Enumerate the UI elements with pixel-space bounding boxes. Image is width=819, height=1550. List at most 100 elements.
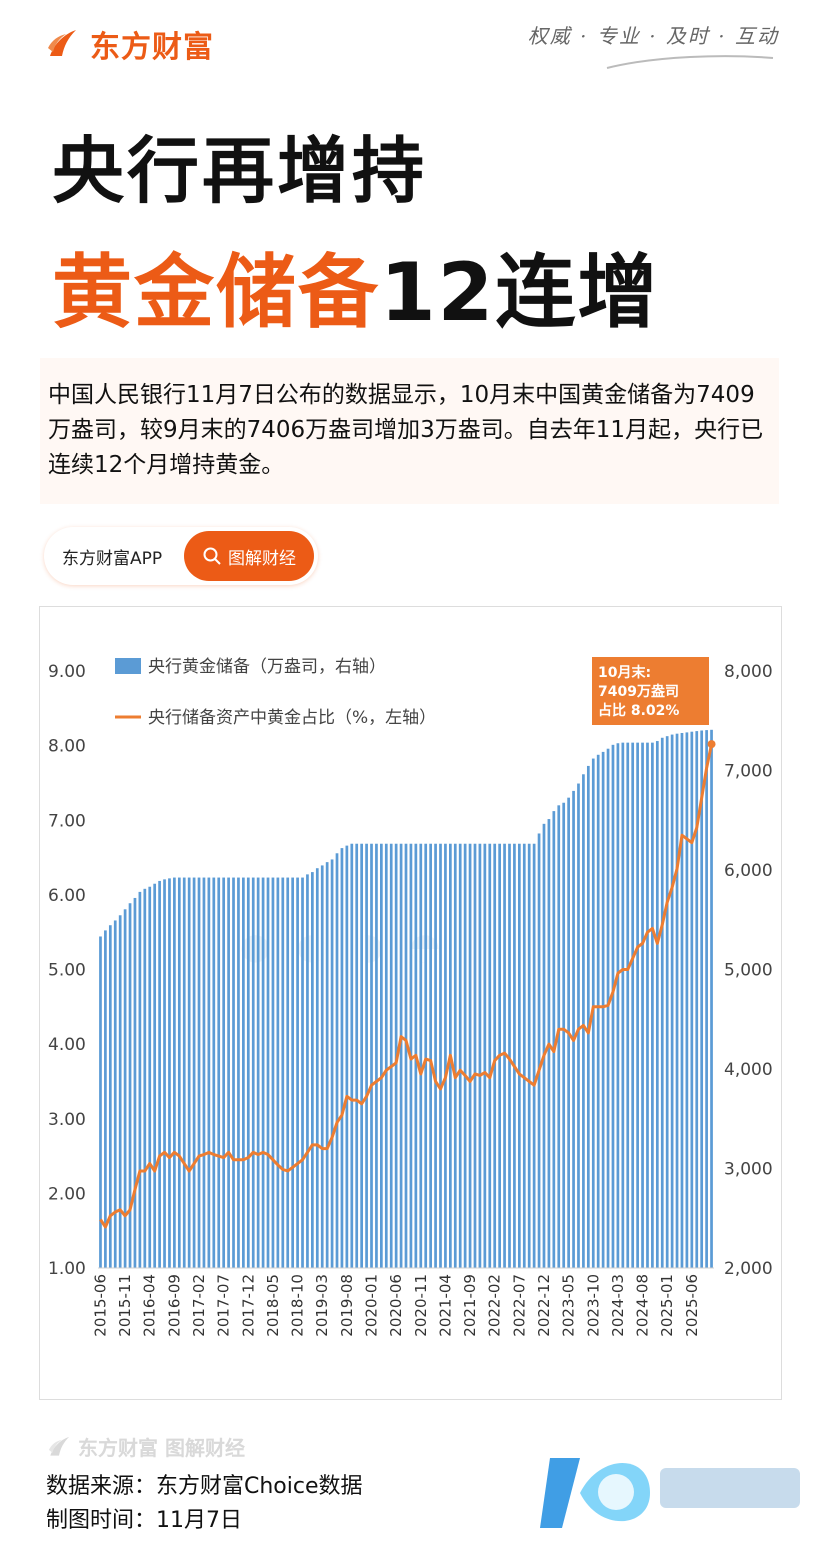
callout-line: 7409万盎司 xyxy=(598,683,679,700)
reserve-bar xyxy=(99,936,102,1268)
reserve-bar xyxy=(453,843,457,1268)
callout-line: 10月末: xyxy=(598,664,651,681)
reserve-bar xyxy=(271,877,275,1268)
reserve-bar xyxy=(296,877,299,1268)
reserve-bar xyxy=(705,730,708,1268)
graphic-finance-label: 图解财经 xyxy=(228,548,296,569)
reserve-bar xyxy=(113,920,117,1268)
reserve-bar xyxy=(177,877,181,1268)
reserve-bar xyxy=(153,883,157,1268)
reserve-bar xyxy=(660,737,664,1268)
reserve-bar xyxy=(340,848,344,1268)
reserve-bar xyxy=(532,843,536,1268)
gold-reserve-chart: ● ◐ ◑ ◓ 1.00 2.00 3.00 4.00 5.00 6.00 7.00 8.00… xyxy=(48,657,773,1337)
x-tick-label: 2020-01 xyxy=(363,1274,381,1337)
reserve-bar xyxy=(473,843,477,1268)
reserve-bar xyxy=(665,736,669,1268)
x-tick-label: 2022-07 xyxy=(510,1274,528,1337)
reserve-bar xyxy=(320,865,324,1268)
reserve-bar xyxy=(439,843,442,1268)
reserve-bar xyxy=(355,843,359,1268)
reserve-bar xyxy=(389,843,393,1268)
reserve-bar xyxy=(562,802,566,1268)
legend-bar-swatch xyxy=(115,658,141,674)
brand-flame-icon xyxy=(48,30,76,56)
reserve-bar xyxy=(222,877,226,1268)
left-tick-label: 4.00 xyxy=(48,1035,86,1055)
reserve-bar xyxy=(557,805,561,1268)
reserve-bar xyxy=(266,877,270,1268)
reserve-bar xyxy=(212,877,216,1268)
reserve-bar xyxy=(582,774,585,1268)
summary-text: 中国人民银行11月7日公布的数据显示，10月末中国黄金储备为7409万盎司，较9… xyxy=(40,358,779,504)
reserve-bar xyxy=(429,843,432,1268)
reserve-bar xyxy=(325,862,329,1268)
footer-flame-icon xyxy=(48,1436,70,1456)
reserve-bar xyxy=(148,886,152,1268)
callout-text: 10月末: 7409万盎司占比 8.02% xyxy=(598,664,679,719)
reserve-bar xyxy=(680,732,684,1268)
left-axis: 1.00 2.00 3.00 4.00 5.00 6.00 7.00 8.00 9.00 xyxy=(48,662,86,1279)
right-tick-label: 5,000 xyxy=(724,961,773,981)
reserve-bar xyxy=(444,843,447,1268)
x-tick-label: 2018-05 xyxy=(264,1274,282,1337)
reserve-bar xyxy=(118,915,122,1268)
reserve-bar xyxy=(503,843,506,1268)
legend-bar-label: 央行黄金储备（万盎司，右轴） xyxy=(148,657,386,677)
headline-line-1: 央行再增持 xyxy=(52,129,428,213)
left-tick-label: 3.00 xyxy=(48,1110,86,1130)
callout-box xyxy=(592,657,709,725)
reserve-bar xyxy=(577,783,580,1268)
reserve-bar xyxy=(552,811,556,1268)
reserve-bar xyxy=(246,877,250,1268)
reserve-bar xyxy=(542,823,546,1268)
reserve-bars xyxy=(99,729,713,1268)
x-tick-label: 2023-05 xyxy=(560,1274,578,1337)
reserve-bar xyxy=(616,743,620,1268)
reserve-bar xyxy=(641,742,644,1268)
x-tick-label: 2019-03 xyxy=(313,1274,331,1337)
left-tick-label: 1.00 xyxy=(48,1259,86,1279)
reserve-bar xyxy=(690,731,694,1268)
reserve-bar xyxy=(306,874,309,1268)
svg-text:● ◐ ◑ ◓: ● ◐ ◑ ◓ xyxy=(236,909,444,981)
reserve-bar xyxy=(710,729,713,1268)
reserve-bar xyxy=(380,843,383,1268)
reserve-bar xyxy=(463,843,467,1268)
x-tick-label: 2025-06 xyxy=(683,1274,701,1337)
reserve-bar xyxy=(370,843,373,1268)
headline-highlight: 黄金储备 xyxy=(52,246,380,339)
reserve-bar xyxy=(631,742,635,1268)
reserve-bar xyxy=(207,877,211,1268)
reserve-bar xyxy=(513,843,516,1268)
reserve-bar xyxy=(651,742,654,1268)
x-tick-label: 2017-07 xyxy=(215,1274,233,1337)
reserve-bar xyxy=(301,877,304,1268)
slogan: 权威 · 专业 · 及时 · 互动 xyxy=(527,24,779,48)
left-tick-label: 5.00 xyxy=(48,961,86,981)
reserve-bar xyxy=(163,879,166,1268)
reserve-bar xyxy=(335,853,339,1268)
x-tick-label: 2022-02 xyxy=(486,1274,504,1337)
reserve-bar xyxy=(360,843,363,1268)
footer-logo: 东方财富 图解财经 xyxy=(46,1432,245,1461)
chart-panel: ● ◐ ◑ ◓ 1.00 2.00 3.00 4.00 5.00 6.00 7.00 8.00… xyxy=(39,606,782,1400)
reserve-bar xyxy=(365,843,368,1268)
reserve-bar xyxy=(345,845,349,1268)
reserve-bar xyxy=(187,877,191,1268)
reserve-bar xyxy=(468,843,472,1268)
x-tick-label: 2018-10 xyxy=(289,1274,307,1337)
x-tick-label: 2024-08 xyxy=(634,1274,652,1337)
reserve-bar xyxy=(232,877,235,1268)
graphic-finance-button[interactable]: 图解财经 xyxy=(184,531,314,581)
reserve-bar xyxy=(276,877,280,1268)
reserve-bar xyxy=(173,877,176,1268)
reserve-bar xyxy=(261,877,265,1268)
right-tick-label: 3,000 xyxy=(724,1160,773,1180)
reserve-bar xyxy=(286,877,290,1268)
reserve-bar xyxy=(517,843,521,1268)
x-tick-label: 2015-06 xyxy=(92,1274,110,1337)
reserve-bar xyxy=(483,843,487,1268)
right-tick-label: 2,000 xyxy=(724,1259,773,1279)
reserve-bar xyxy=(478,843,482,1268)
